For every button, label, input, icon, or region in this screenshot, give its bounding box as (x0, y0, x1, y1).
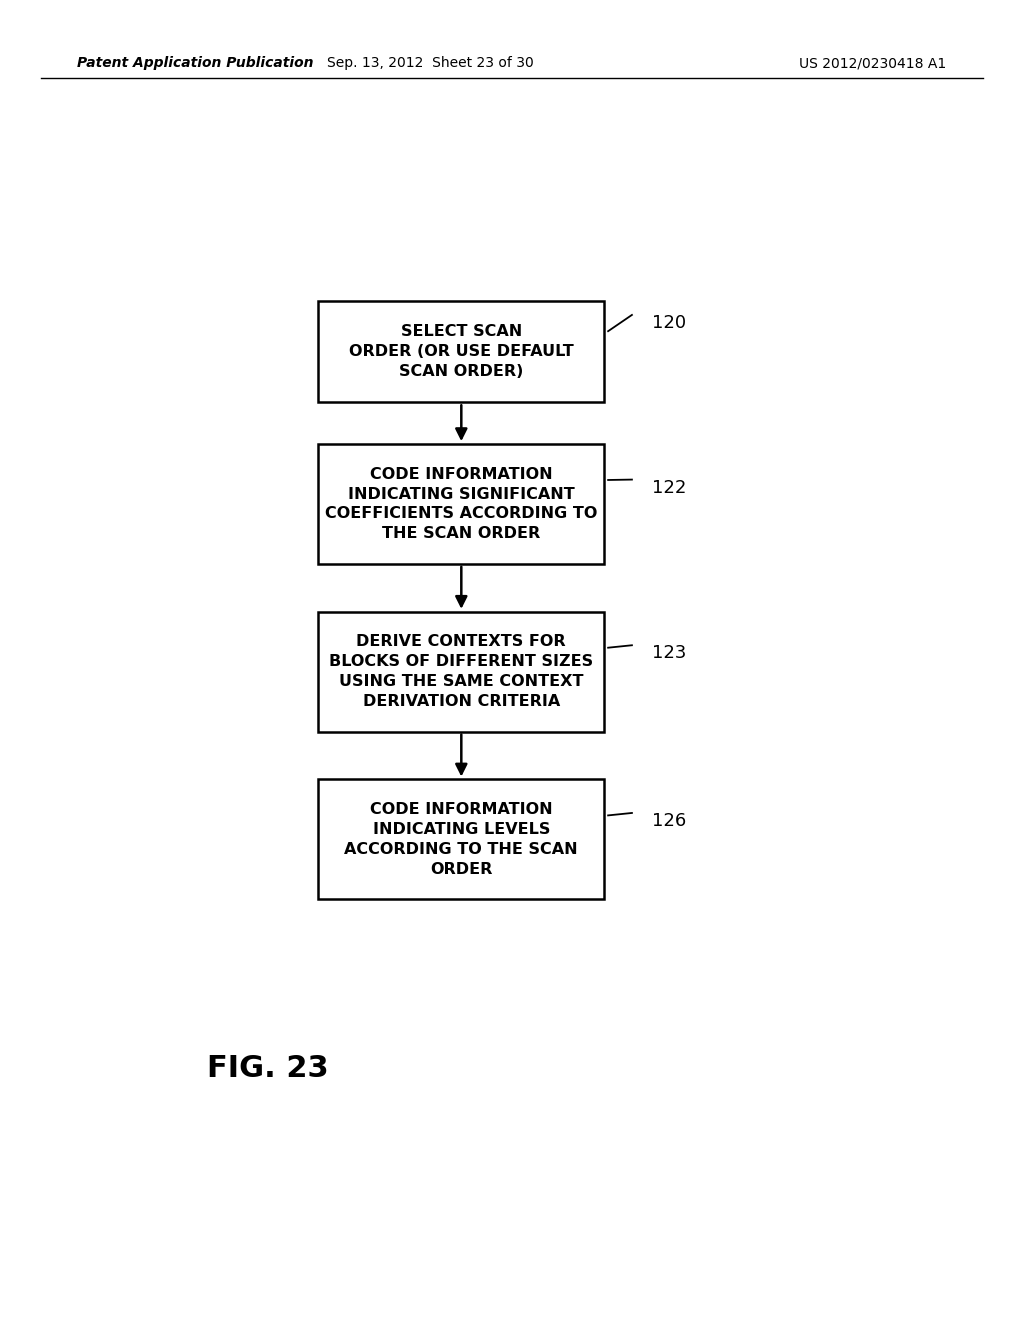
Text: CODE INFORMATION
INDICATING LEVELS
ACCORDING TO THE SCAN
ORDER: CODE INFORMATION INDICATING LEVELS ACCOR… (344, 803, 579, 876)
Text: 122: 122 (652, 479, 686, 496)
Text: DERIVE CONTEXTS FOR
BLOCKS OF DIFFERENT SIZES
USING THE SAME CONTEXT
DERIVATION : DERIVE CONTEXTS FOR BLOCKS OF DIFFERENT … (330, 635, 593, 709)
Text: US 2012/0230418 A1: US 2012/0230418 A1 (799, 57, 946, 70)
Text: 126: 126 (652, 812, 686, 830)
Bar (318, 611, 604, 731)
Text: 120: 120 (652, 314, 686, 333)
Bar (318, 779, 604, 899)
Bar (318, 444, 604, 564)
Text: FIG. 23: FIG. 23 (207, 1053, 329, 1082)
Text: SELECT SCAN
ORDER (OR USE DEFAULT
SCAN ORDER): SELECT SCAN ORDER (OR USE DEFAULT SCAN O… (349, 325, 573, 379)
Text: Patent Application Publication: Patent Application Publication (77, 57, 313, 70)
Bar (318, 301, 604, 403)
Text: Sep. 13, 2012  Sheet 23 of 30: Sep. 13, 2012 Sheet 23 of 30 (327, 57, 534, 70)
Text: 123: 123 (652, 644, 686, 663)
Text: CODE INFORMATION
INDICATING SIGNIFICANT
COEFFICIENTS ACCORDING TO
THE SCAN ORDER: CODE INFORMATION INDICATING SIGNIFICANT … (326, 467, 597, 541)
